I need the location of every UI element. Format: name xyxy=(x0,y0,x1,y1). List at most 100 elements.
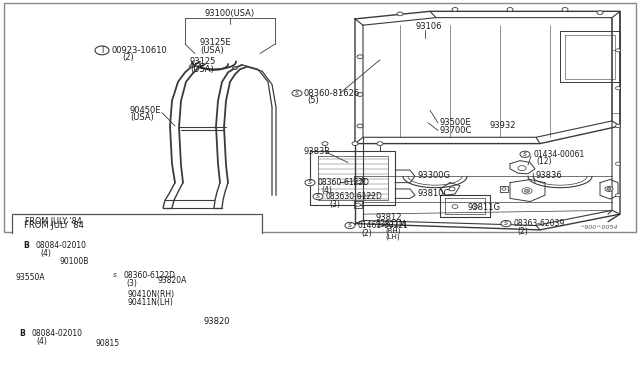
Text: (USA): (USA) xyxy=(200,46,224,55)
Text: S: S xyxy=(113,273,117,278)
Circle shape xyxy=(518,166,526,171)
Circle shape xyxy=(110,273,120,279)
Text: I: I xyxy=(101,46,103,55)
Circle shape xyxy=(501,221,511,227)
Circle shape xyxy=(507,7,513,11)
Circle shape xyxy=(522,188,532,194)
Circle shape xyxy=(616,87,621,90)
Text: S: S xyxy=(316,194,320,199)
Text: S: S xyxy=(295,91,299,96)
Text: 93550A: 93550A xyxy=(15,273,45,282)
Circle shape xyxy=(102,267,109,272)
Text: S: S xyxy=(308,180,312,185)
Text: 90411N(LH): 90411N(LH) xyxy=(128,298,174,307)
Circle shape xyxy=(86,267,93,272)
Circle shape xyxy=(502,188,506,190)
Circle shape xyxy=(19,241,33,250)
Text: (4): (4) xyxy=(321,186,332,195)
Circle shape xyxy=(305,180,315,186)
Text: 90815: 90815 xyxy=(95,339,119,348)
Text: 93125: 93125 xyxy=(190,57,216,66)
Text: 93811G: 93811G xyxy=(468,203,501,212)
Circle shape xyxy=(520,151,530,157)
Circle shape xyxy=(355,178,360,181)
Bar xyxy=(12,214,262,372)
Circle shape xyxy=(397,12,403,16)
Text: 93500E: 93500E xyxy=(440,118,472,127)
Text: (2): (2) xyxy=(361,228,372,238)
Text: 93125E: 93125E xyxy=(200,38,232,47)
Text: (3): (3) xyxy=(329,199,340,209)
Circle shape xyxy=(15,329,29,338)
Circle shape xyxy=(68,288,92,304)
Circle shape xyxy=(292,90,302,96)
Text: FROM JULY '84: FROM JULY '84 xyxy=(25,217,82,226)
Circle shape xyxy=(452,7,458,11)
Text: (USA): (USA) xyxy=(130,113,154,122)
Circle shape xyxy=(607,188,611,190)
Text: (2): (2) xyxy=(517,227,528,235)
Text: (3): (3) xyxy=(126,279,137,288)
Text: 08084-02010: 08084-02010 xyxy=(36,241,87,250)
Circle shape xyxy=(95,46,109,55)
Text: 01461-00221: 01461-00221 xyxy=(358,221,409,230)
Circle shape xyxy=(472,205,478,208)
Text: S: S xyxy=(523,152,527,157)
Text: (5): (5) xyxy=(307,96,319,105)
Text: B: B xyxy=(23,241,29,250)
Text: (2): (2) xyxy=(122,54,134,62)
Circle shape xyxy=(562,7,568,11)
Text: 08360-81626: 08360-81626 xyxy=(304,89,360,98)
Text: 93820: 93820 xyxy=(204,317,230,326)
Text: (12): (12) xyxy=(536,157,552,166)
Text: 93812: 93812 xyxy=(375,213,401,222)
Circle shape xyxy=(525,189,529,192)
Text: 90410N(RH): 90410N(RH) xyxy=(128,290,175,299)
Text: S: S xyxy=(504,221,508,226)
Text: (4): (4) xyxy=(40,249,51,258)
Circle shape xyxy=(377,142,383,145)
Circle shape xyxy=(452,205,458,208)
Text: 93833: 93833 xyxy=(304,147,331,155)
Circle shape xyxy=(355,203,360,206)
Circle shape xyxy=(75,293,85,299)
Circle shape xyxy=(322,142,328,145)
Circle shape xyxy=(42,272,118,320)
Text: 08363-62039: 08363-62039 xyxy=(514,219,565,228)
Circle shape xyxy=(357,93,363,96)
Text: 93300G: 93300G xyxy=(418,171,451,180)
Text: 00923-10610: 00923-10610 xyxy=(112,46,168,55)
Circle shape xyxy=(616,49,621,52)
Text: S: S xyxy=(348,223,352,228)
Circle shape xyxy=(597,11,603,15)
Circle shape xyxy=(616,194,621,197)
Text: B: B xyxy=(19,329,25,338)
Circle shape xyxy=(357,55,363,58)
Text: (USA): (USA) xyxy=(190,65,214,74)
Text: 083630-6122D: 083630-6122D xyxy=(326,192,383,201)
Circle shape xyxy=(54,280,106,312)
Circle shape xyxy=(313,193,323,200)
Text: 08084-02010: 08084-02010 xyxy=(32,329,83,338)
Circle shape xyxy=(345,222,355,229)
Text: 01434-00061: 01434-00061 xyxy=(533,150,584,159)
Circle shape xyxy=(449,187,455,191)
Text: 90100B: 90100B xyxy=(60,257,90,266)
Text: (LH): (LH) xyxy=(385,234,399,240)
Circle shape xyxy=(357,124,363,128)
Text: 93836: 93836 xyxy=(535,171,562,180)
Circle shape xyxy=(605,186,613,192)
Text: (4): (4) xyxy=(36,337,47,346)
Text: 93821M: 93821M xyxy=(375,220,406,230)
Circle shape xyxy=(189,65,195,68)
Text: ^900^0054: ^900^0054 xyxy=(579,225,618,231)
Circle shape xyxy=(352,142,358,145)
Text: 93106: 93106 xyxy=(415,22,442,31)
Text: 93932: 93932 xyxy=(490,122,516,131)
Circle shape xyxy=(26,321,32,324)
Text: 93820A: 93820A xyxy=(158,276,188,285)
Circle shape xyxy=(232,67,237,70)
Text: 93810C: 93810C xyxy=(418,189,451,199)
Circle shape xyxy=(616,124,621,128)
Text: 93700C: 93700C xyxy=(440,126,472,135)
